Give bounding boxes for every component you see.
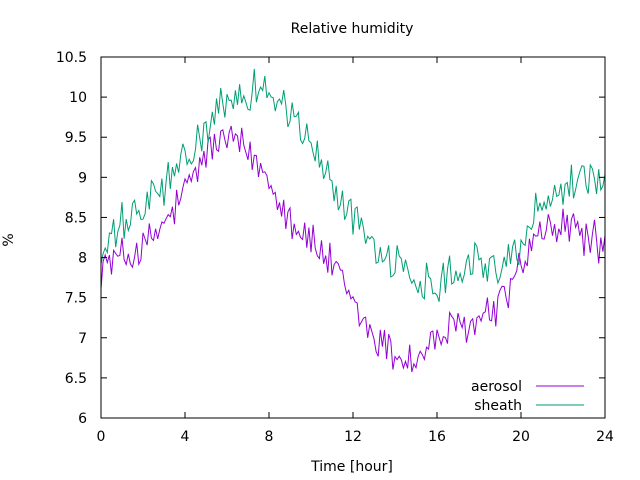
x-tick-label: 0 (97, 429, 106, 445)
series-line-aerosol (100, 125, 606, 373)
y-tick-label: 7.5 (65, 291, 87, 307)
x-axis-label: Time [hour] (310, 459, 393, 475)
plot-frame (100, 56, 606, 419)
y-tick-label: 9.5 (65, 130, 87, 146)
series-layer (100, 68, 606, 373)
y-axis-label: % (1, 233, 17, 246)
y-tick-label: 6 (78, 411, 87, 427)
x-tick-label: 4 (181, 429, 190, 445)
legend-label-sheath: sheath (474, 398, 522, 414)
x-tick-label: 20 (512, 429, 530, 445)
y-tick-label: 10 (69, 90, 87, 106)
y-tick-label: 8 (78, 251, 87, 267)
legend-label-aerosol: aerosol (471, 379, 522, 395)
y-tick-label: 9 (78, 170, 87, 186)
x-tick-label: 8 (265, 429, 274, 445)
legend: aerosol sheath (471, 379, 584, 414)
series-line-sheath (100, 68, 606, 302)
x-tick-label: 16 (428, 429, 446, 445)
y-tick-label: 10.5 (56, 50, 87, 66)
x-tick-label: 24 (596, 429, 614, 445)
y-tick-label: 6.5 (65, 371, 87, 387)
y-tick-label: 8.5 (65, 210, 87, 226)
y-tick-label: 7 (78, 331, 87, 347)
chart-title: Relative humidity (291, 21, 414, 37)
x-tick-label: 12 (344, 429, 362, 445)
tick-layer: 0 4 8 12 16 20 24 6 6.5 7 7.5 8 8.5 9 9.5 10 10.5 (56, 50, 614, 445)
